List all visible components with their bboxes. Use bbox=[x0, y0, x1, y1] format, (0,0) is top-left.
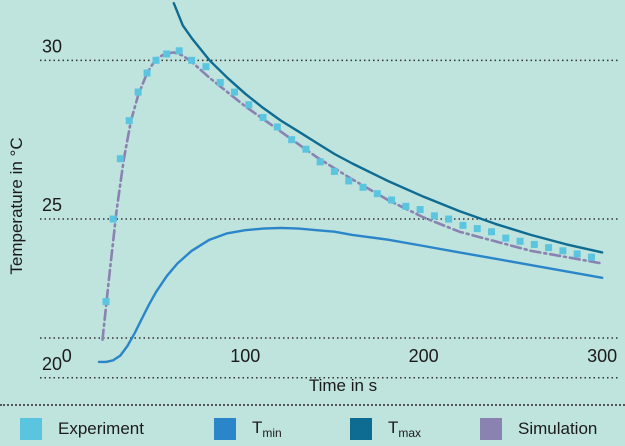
marker-experiment bbox=[175, 47, 183, 55]
marker-experiment bbox=[459, 221, 467, 229]
marker-experiment bbox=[516, 237, 524, 245]
marker-experiment bbox=[102, 298, 110, 306]
legend-label-tmin: Tmin bbox=[252, 418, 282, 440]
x-tick-label-0: 0 bbox=[62, 346, 72, 366]
legend-label-tmax-main: T bbox=[388, 418, 399, 437]
legend-swatch-experiment bbox=[20, 418, 42, 440]
line-t-max bbox=[172, 2, 604, 254]
y-tick-label-25: 25 bbox=[42, 195, 62, 215]
marker-experiment bbox=[502, 234, 510, 242]
series-experiment bbox=[102, 47, 595, 306]
x-tick-labels: 0 100 200 300 bbox=[62, 346, 617, 366]
line-simulation bbox=[101, 51, 604, 341]
marker-experiment bbox=[388, 196, 396, 204]
marker-experiment bbox=[152, 56, 160, 64]
marker-experiment bbox=[288, 136, 296, 144]
marker-experiment bbox=[273, 123, 281, 131]
marker-experiment bbox=[559, 247, 567, 255]
marker-experiment bbox=[416, 206, 424, 214]
marker-experiment bbox=[345, 177, 353, 185]
x-tick-label-200: 200 bbox=[409, 346, 439, 366]
marker-experiment bbox=[302, 145, 310, 153]
marker-experiment bbox=[259, 113, 267, 121]
x-tick-label-300: 300 bbox=[587, 346, 617, 366]
legend-label-simulation: Simulation bbox=[518, 419, 598, 438]
series-layer bbox=[97, 2, 604, 364]
marker-experiment bbox=[245, 101, 253, 109]
marker-experiment bbox=[109, 215, 117, 223]
legend-swatch-tmax bbox=[350, 418, 372, 440]
marker-experiment bbox=[430, 212, 438, 220]
marker-experiment bbox=[373, 190, 381, 198]
legend-swatch-tmin bbox=[214, 418, 236, 440]
marker-experiment bbox=[216, 79, 224, 87]
legend-label-tmin-sub: min bbox=[262, 426, 282, 440]
marker-experiment bbox=[202, 63, 210, 71]
x-tick-label-100: 100 bbox=[230, 346, 260, 366]
marker-experiment bbox=[143, 69, 151, 77]
marker-experiment bbox=[316, 158, 324, 166]
legend-item-experiment: Experiment bbox=[20, 416, 144, 442]
marker-experiment bbox=[488, 228, 496, 236]
legend: Experiment Tmin Tmax Simulation bbox=[0, 404, 625, 446]
marker-experiment bbox=[530, 240, 538, 248]
legend-label-experiment: Experiment bbox=[58, 419, 144, 438]
marker-experiment bbox=[188, 56, 196, 64]
legend-item-simulation: Simulation bbox=[480, 416, 597, 442]
marker-experiment bbox=[231, 88, 239, 96]
marker-experiment bbox=[330, 167, 338, 175]
marker-experiment bbox=[163, 50, 171, 58]
legend-label-tmax: Tmax bbox=[388, 418, 421, 440]
marker-experiment bbox=[445, 215, 453, 223]
marker-experiment bbox=[125, 117, 133, 125]
legend-label-tmax-sub: max bbox=[398, 426, 422, 440]
marker-experiment bbox=[473, 225, 481, 233]
marker-experiment bbox=[402, 202, 410, 210]
legend-label-tmin-main: T bbox=[252, 418, 263, 437]
plot-area: 20 25 30 0 100 200 300 Temperature in °C Time… bbox=[7, 2, 620, 395]
marker-experiment bbox=[116, 155, 124, 163]
marker-experiment bbox=[573, 250, 581, 258]
marker-experiment bbox=[545, 244, 553, 252]
marker-experiment bbox=[587, 253, 595, 261]
marker-experiment bbox=[134, 88, 142, 96]
legend-swatch-simulation bbox=[480, 418, 502, 440]
y-axis-label: Temperature in °C bbox=[7, 137, 26, 274]
x-axis-label: Time in s bbox=[309, 376, 377, 395]
marker-experiment bbox=[359, 183, 367, 191]
legend-item-tmax: Tmax bbox=[350, 416, 421, 442]
y-tick-labels: 20 25 30 bbox=[42, 36, 62, 373]
legend-item-tmin: Tmin bbox=[214, 416, 282, 442]
y-tick-label-30: 30 bbox=[42, 36, 62, 56]
y-tick-label-20: 20 bbox=[42, 354, 62, 374]
line-t-min bbox=[97, 226, 604, 364]
grid-lines bbox=[40, 59, 620, 379]
